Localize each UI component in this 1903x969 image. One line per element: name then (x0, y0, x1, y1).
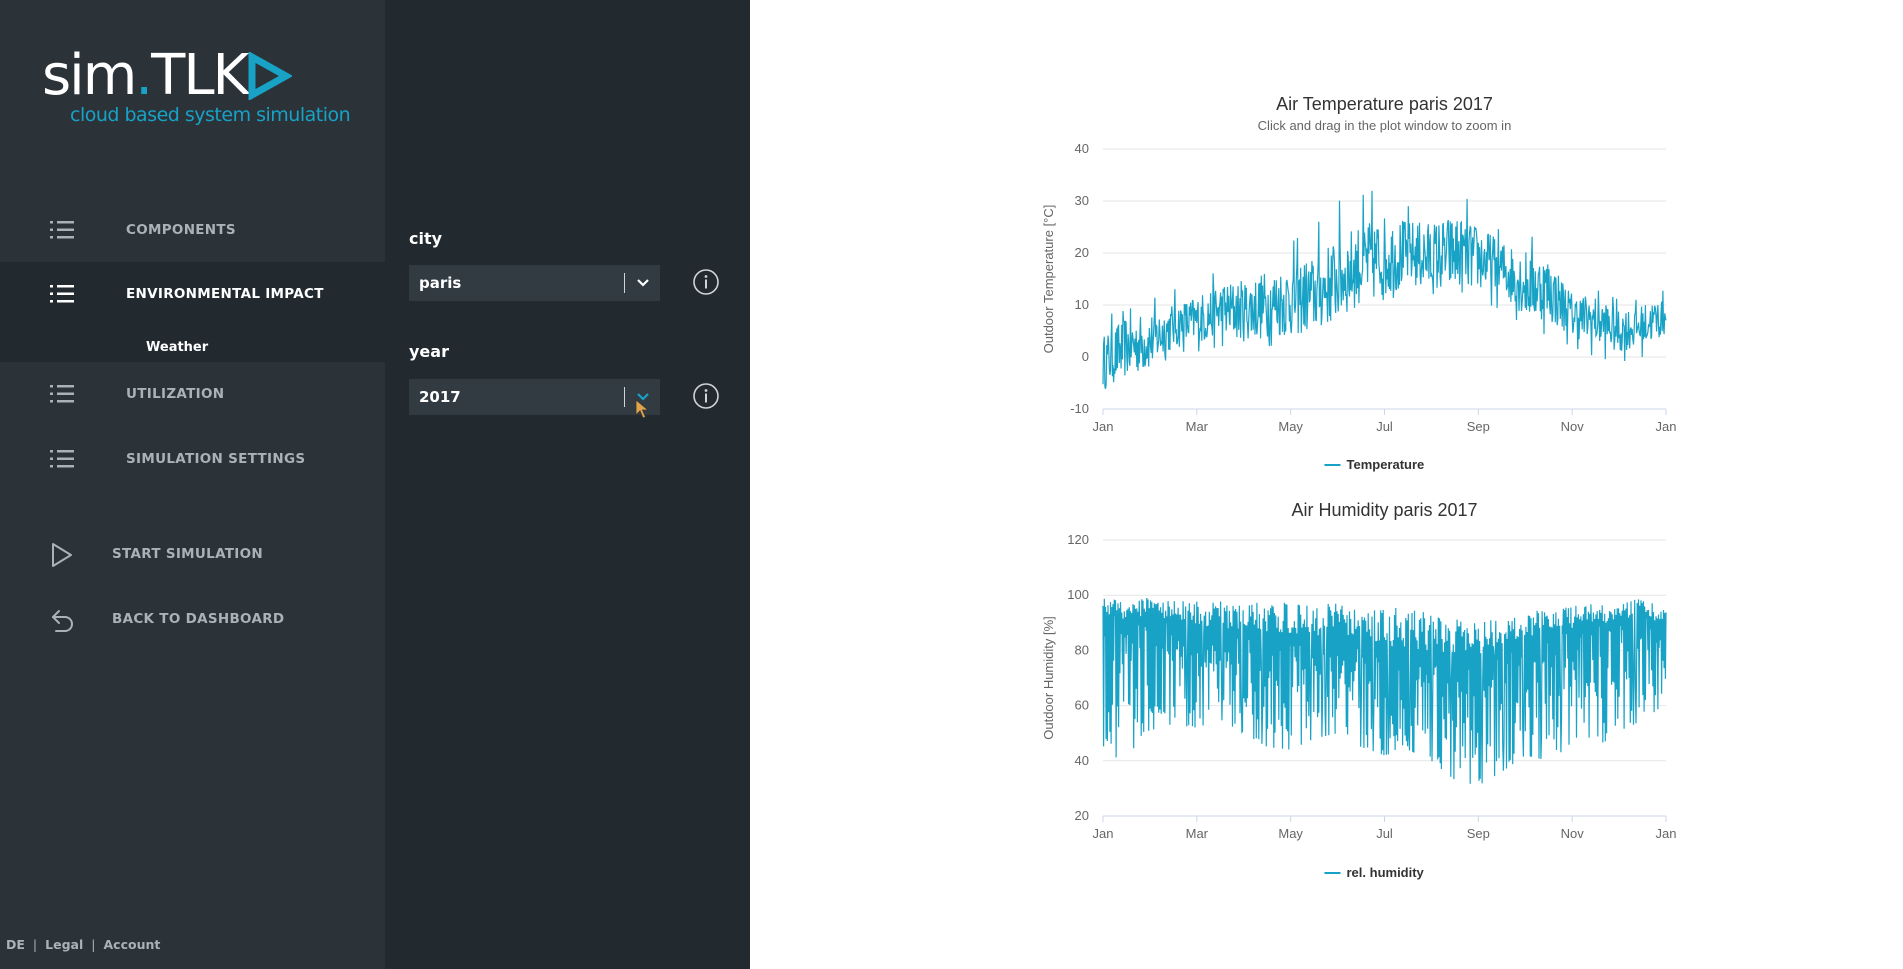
x-tick-label: Sep (1467, 419, 1490, 434)
sidebar-subitem-weather[interactable]: Weather (146, 340, 209, 355)
sidebar-item-label: SIMULATION SETTINGS (126, 451, 306, 467)
sidebar-item-simulation-settings[interactable]: SIMULATION SETTINGS (0, 427, 385, 491)
x-tick-label: Jan (1093, 419, 1114, 434)
x-tick-label: Mar (1186, 419, 1209, 434)
footer-separator: | (91, 937, 96, 952)
back-to-dashboard-button[interactable]: BACK TO DASHBOARD (0, 589, 385, 649)
start-simulation-label: START SIMULATION (112, 546, 263, 562)
footer-separator: | (32, 937, 38, 952)
x-tick-label: Nov (1561, 419, 1585, 434)
chart-subtitle: Click and drag in the plot window to zoo… (1258, 118, 1512, 133)
x-tick-label: Jul (1376, 826, 1393, 841)
temperature-chart[interactable]: Air Temperature paris 2017 Click and drag… (750, 0, 1903, 480)
y-tick-label: 120 (1067, 532, 1089, 547)
list-icon (50, 385, 74, 403)
sidebar-item-label: UTILIZATION (126, 386, 225, 402)
sidebar-item-environmental-impact[interactable]: ENVIRONMENTAL IMPACT Weather (0, 262, 385, 362)
city-select-value: paris (419, 274, 462, 292)
city-label: city (409, 229, 443, 248)
settings-panel: city paris year 2017 (385, 0, 750, 969)
y-tick-label: 80 (1075, 642, 1089, 657)
mouse-cursor-icon (635, 399, 649, 419)
logo-tagline: cloud based system simulation (70, 104, 351, 126)
sidebar-footer: DE | Legal | Account (6, 937, 160, 952)
y-tick-label: 40 (1075, 141, 1089, 156)
chevron-down-icon[interactable] (636, 390, 650, 404)
y-tick-label: -10 (1070, 401, 1089, 416)
play-icon (52, 543, 72, 567)
chart-title: Air Humidity paris 2017 (1291, 500, 1477, 520)
back-arrow-icon (52, 610, 73, 632)
year-select[interactable]: 2017 (409, 379, 660, 419)
list-icon (50, 221, 74, 239)
x-tick-label: Jul (1376, 419, 1393, 434)
city-select[interactable]: paris (409, 265, 660, 301)
list-icon (50, 285, 74, 303)
list-icon (50, 450, 74, 468)
x-tick-label: Mar (1186, 826, 1209, 841)
y-tick-label: 20 (1075, 808, 1089, 823)
y-tick-label: 20 (1075, 245, 1089, 260)
sidebar-item-utilization[interactable]: UTILIZATION (0, 362, 385, 426)
x-tick-label: May (1278, 419, 1303, 434)
series-line-rel-humidity (1102, 597, 1667, 784)
series-line-temperature (1102, 190, 1667, 389)
select-divider (624, 387, 625, 407)
back-to-dashboard-label: BACK TO DASHBOARD (112, 611, 285, 627)
main-content: Air Temperature paris 2017 Click and drag… (750, 0, 1903, 969)
y-tick-label: 30 (1075, 193, 1089, 208)
sidebar-item-label: COMPONENTS (126, 222, 236, 238)
chart-title: Air Temperature paris 2017 (1276, 94, 1493, 114)
sidebar-item-label: ENVIRONMENTAL IMPACT (126, 286, 324, 302)
y-tick-label: 0 (1082, 349, 1089, 364)
x-tick-label: May (1278, 826, 1303, 841)
y-axis-title: Outdoor Temperature [°C] (1041, 205, 1056, 354)
legend-label: rel. humidity (1347, 865, 1425, 880)
x-tick-label: Nov (1561, 826, 1585, 841)
sidebar-item-components[interactable]: COMPONENTS (0, 198, 385, 262)
start-simulation-button[interactable]: START SIMULATION (0, 524, 385, 584)
year-label: year (409, 342, 449, 361)
legend-label: Temperature (1347, 457, 1425, 472)
city-info-icon[interactable] (692, 268, 720, 296)
account-link[interactable]: Account (103, 937, 161, 952)
y-tick-label: 60 (1075, 698, 1089, 713)
logo-play-icon (248, 52, 292, 100)
y-tick-label: 40 (1075, 753, 1089, 768)
y-tick-label: 10 (1075, 297, 1089, 312)
year-info-icon[interactable] (692, 382, 720, 410)
humidity-chart[interactable]: Air Humidity paris 2017 120 100 80 60 40 20 Jan… (750, 480, 1903, 969)
x-tick-label: Sep (1467, 826, 1490, 841)
year-select-value: 2017 (419, 388, 461, 406)
y-axis-title: Outdoor Humidity [%] (1041, 616, 1056, 740)
legal-link[interactable]: Legal (45, 937, 84, 952)
language-switch-link[interactable]: DE (6, 937, 25, 952)
logo-wordmark: sim.TLK (42, 43, 249, 108)
x-tick-label: Jan (1656, 419, 1677, 434)
y-tick-label: 100 (1067, 587, 1089, 602)
select-divider (624, 273, 625, 293)
x-tick-label: Jan (1093, 826, 1114, 841)
simtlk-logo[interactable]: sim.TLK cloud based system simulation (42, 43, 351, 134)
sidebar: sim.TLK cloud based system simulation CO… (0, 0, 385, 969)
x-tick-label: Jan (1656, 826, 1677, 841)
chevron-down-icon[interactable] (636, 276, 650, 290)
